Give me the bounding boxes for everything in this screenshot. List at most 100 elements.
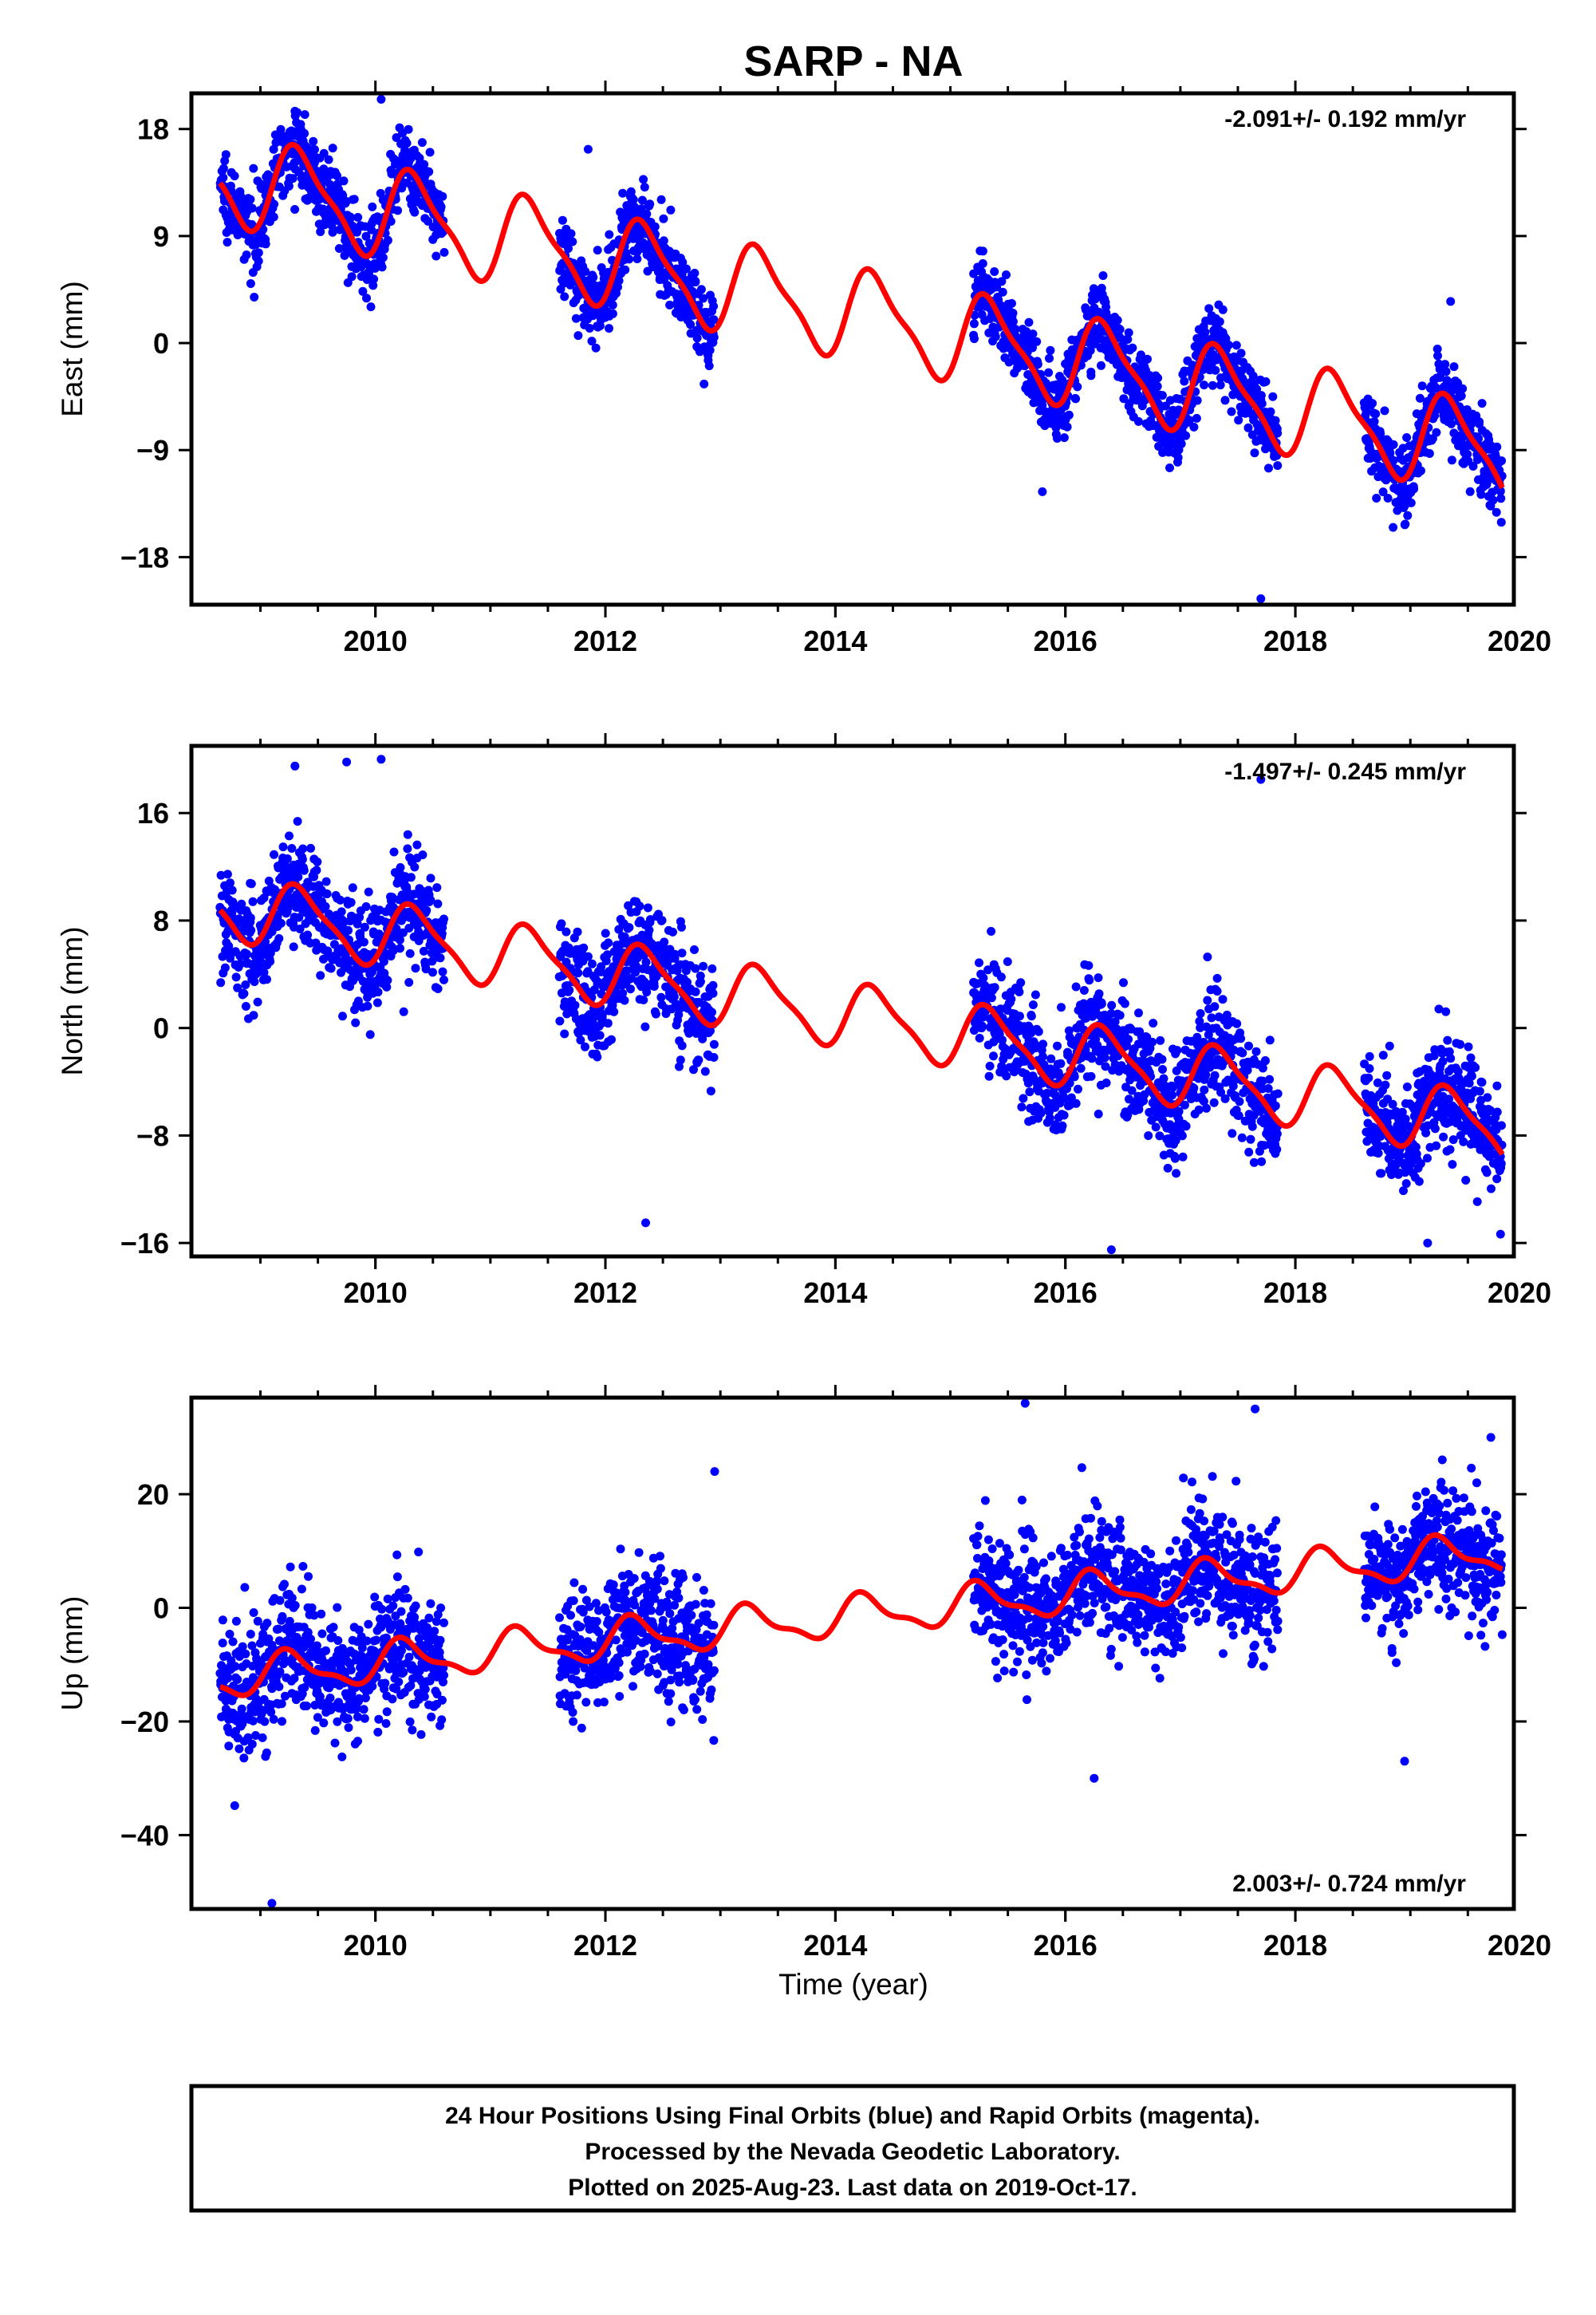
data-point	[1124, 328, 1133, 337]
data-point	[426, 895, 435, 905]
data-point	[276, 918, 286, 928]
data-point	[241, 980, 250, 989]
data-point	[978, 1021, 987, 1031]
data-point	[1448, 1160, 1457, 1169]
data-point	[234, 1744, 244, 1753]
data-point	[1496, 1159, 1506, 1169]
data-point	[1388, 1099, 1397, 1109]
data-point	[1496, 518, 1506, 527]
data-point	[237, 899, 246, 909]
data-point	[290, 106, 300, 116]
data-point	[1220, 1094, 1230, 1103]
data-point	[1180, 377, 1189, 386]
data-point	[1273, 1089, 1283, 1098]
data-point	[1423, 1154, 1432, 1163]
data-point	[220, 963, 230, 972]
data-point	[1144, 1131, 1153, 1141]
data-point	[1157, 1055, 1167, 1064]
data-point	[692, 333, 702, 343]
data-point	[608, 309, 617, 318]
data-point	[386, 217, 396, 226]
data-point	[1368, 399, 1377, 408]
data-point	[1446, 297, 1456, 306]
data-point	[1250, 448, 1259, 458]
data-point	[432, 883, 442, 893]
data-point	[1232, 1019, 1242, 1028]
data-point	[1056, 1059, 1066, 1068]
data-point	[353, 213, 363, 222]
data-point	[686, 320, 696, 329]
data-point	[990, 983, 999, 992]
data-point	[300, 128, 309, 138]
data-point	[975, 958, 983, 968]
data-point	[290, 205, 300, 214]
data-point	[1430, 1045, 1440, 1055]
data-point	[990, 267, 999, 276]
data-point	[1382, 1071, 1392, 1080]
data-point	[345, 212, 355, 222]
data-point	[1228, 1129, 1237, 1138]
data-point	[321, 901, 330, 911]
x-tick-label: 2014	[803, 1276, 867, 1309]
data-point	[706, 1026, 715, 1035]
data-point	[1172, 1046, 1182, 1055]
data-point	[656, 992, 666, 1002]
data-point	[626, 984, 635, 994]
data-point	[1181, 1122, 1191, 1131]
data-point	[246, 879, 256, 889]
data-point	[402, 139, 412, 148]
data-point	[1028, 1000, 1038, 1010]
data-point	[581, 266, 590, 276]
data-point	[705, 345, 715, 355]
data-point	[1483, 1093, 1492, 1102]
data-point	[645, 915, 655, 925]
data-point	[1369, 416, 1379, 426]
data-point	[1011, 325, 1020, 334]
data-point	[248, 1716, 258, 1725]
x-tick-label: 2016	[1034, 1276, 1097, 1309]
data-point	[621, 265, 630, 274]
data-point	[677, 922, 686, 932]
data-point	[1380, 406, 1389, 416]
data-point	[581, 1042, 589, 1051]
data-point	[1002, 1071, 1011, 1081]
data-point	[237, 1704, 246, 1714]
data-point	[361, 231, 371, 241]
data-point	[699, 294, 708, 303]
data-point	[1017, 1102, 1027, 1112]
data-point	[989, 1051, 998, 1061]
data-point	[242, 250, 251, 259]
data-point	[1128, 343, 1137, 353]
data-point	[1015, 1012, 1024, 1021]
data-point	[1444, 1094, 1454, 1104]
data-point	[1064, 1026, 1074, 1035]
data-point	[1125, 1094, 1133, 1104]
data-point	[1362, 407, 1371, 416]
data-point	[417, 138, 427, 148]
data-point	[1447, 419, 1456, 428]
data-point	[1385, 448, 1395, 458]
data-point	[1215, 317, 1224, 326]
data-point	[284, 181, 294, 191]
data-point	[1057, 1003, 1066, 1012]
data-point	[649, 982, 659, 991]
data-point	[1038, 487, 1047, 496]
data-point	[1181, 431, 1191, 440]
data-point	[1465, 487, 1475, 496]
data-point	[983, 965, 993, 975]
data-point	[435, 953, 445, 963]
y-tick-label: 0	[153, 327, 169, 360]
data-point	[239, 1753, 249, 1763]
data-point	[1008, 317, 1018, 326]
data-point	[287, 844, 297, 853]
data-point	[1249, 1158, 1259, 1167]
data-point	[555, 1016, 565, 1026]
data-point	[625, 923, 634, 933]
data-point	[1189, 422, 1199, 432]
data-point	[641, 1218, 650, 1228]
data-point	[660, 937, 669, 947]
data-point	[1059, 1094, 1069, 1103]
data-point	[1496, 1229, 1505, 1239]
data-point	[353, 996, 363, 1006]
